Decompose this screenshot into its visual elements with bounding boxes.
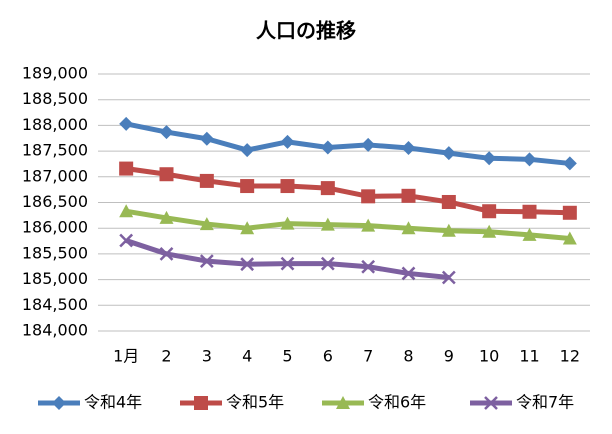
series-line — [125, 166, 570, 216]
point-marker — [361, 137, 376, 152]
legend-label: 令和4年 — [84, 393, 142, 412]
point-marker — [522, 227, 537, 241]
point-marker — [320, 181, 335, 196]
point-marker — [320, 140, 335, 155]
y-tick-label: 187,500 — [22, 141, 88, 160]
point-marker — [199, 254, 214, 268]
point-marker — [441, 194, 456, 209]
point-marker — [482, 224, 497, 238]
legend-marker — [194, 396, 208, 410]
y-tick-label: 186,000 — [22, 218, 88, 237]
x-tick-label: 9 — [444, 347, 454, 366]
legend-marker — [484, 396, 498, 410]
legend-label: 令和7年 — [516, 393, 574, 412]
x-tick-label: 5 — [282, 347, 292, 366]
point-marker — [441, 223, 456, 237]
point-marker — [240, 257, 255, 272]
series-line — [125, 238, 450, 281]
series-line — [125, 121, 571, 166]
y-tick-label: 185,000 — [22, 269, 88, 288]
point-marker — [240, 179, 255, 194]
point-marker — [159, 247, 174, 261]
x-tick-label: 4 — [242, 347, 252, 366]
point-marker — [482, 204, 497, 219]
point-marker — [361, 259, 376, 274]
point-marker — [240, 143, 255, 158]
point-marker — [119, 233, 134, 248]
x-tick-label: 12 — [560, 347, 580, 366]
point-marker — [401, 141, 416, 156]
point-marker — [119, 161, 134, 176]
point-marker — [482, 151, 497, 166]
legend-marker — [52, 396, 66, 410]
point-marker — [320, 256, 335, 271]
x-tick-label: 2 — [161, 347, 171, 366]
point-marker — [320, 217, 335, 231]
point-marker — [199, 131, 214, 146]
point-marker — [199, 217, 214, 231]
point-marker — [441, 146, 456, 161]
point-marker — [280, 134, 295, 149]
y-tick-label: 186,500 — [22, 192, 88, 211]
point-marker — [280, 179, 295, 194]
x-tick-label: 11 — [519, 347, 539, 366]
point-marker — [401, 188, 416, 203]
y-tick-label: 187,000 — [22, 166, 88, 185]
chart-title: 人口の推移 — [256, 19, 356, 43]
x-tick-label: 6 — [323, 347, 333, 366]
x-tick-label: 8 — [403, 347, 413, 366]
point-marker — [562, 156, 577, 171]
point-marker — [522, 152, 537, 167]
y-tick-label: 188,500 — [22, 89, 88, 108]
legend-label: 令和6年 — [368, 393, 426, 412]
point-marker — [562, 231, 577, 245]
y-tick-label: 185,500 — [22, 243, 88, 262]
y-tick-label: 184,000 — [22, 321, 88, 340]
point-marker — [159, 125, 174, 140]
point-marker — [361, 189, 376, 204]
legend-label: 令和5年 — [226, 393, 284, 412]
x-tick-label: 7 — [363, 347, 373, 366]
point-marker — [119, 204, 134, 218]
point-marker — [199, 173, 214, 188]
legend-marker — [336, 396, 350, 409]
x-tick-label: 3 — [202, 347, 212, 366]
point-marker — [522, 204, 537, 219]
point-marker — [280, 256, 295, 271]
point-marker — [119, 116, 134, 131]
point-marker — [562, 205, 577, 220]
point-marker — [401, 266, 416, 281]
y-tick-label: 189,000 — [22, 64, 88, 83]
point-marker — [441, 270, 456, 285]
x-tick-label: 1月 — [113, 347, 139, 366]
point-marker — [240, 221, 255, 235]
point-marker — [159, 210, 174, 224]
y-tick-label: 188,000 — [22, 115, 88, 134]
point-marker — [401, 221, 416, 235]
y-tick-label: 184,500 — [22, 295, 88, 314]
point-marker — [280, 216, 295, 230]
x-tick-label: 10 — [479, 347, 499, 366]
point-marker — [361, 218, 376, 232]
point-marker — [159, 167, 174, 182]
series-line — [125, 208, 571, 241]
